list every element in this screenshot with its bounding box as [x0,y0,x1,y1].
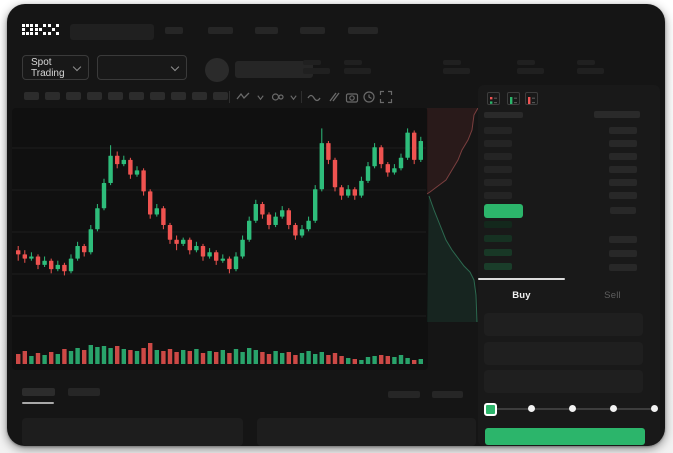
slider-step-dot[interactable] [610,405,617,412]
order-book-row-bar [484,112,523,118]
app-window: Spot Trading [7,4,665,446]
active-tab-underline [22,402,54,404]
search-input[interactable] [70,24,154,40]
market-type-selector[interactable]: Spot Trading [22,55,89,80]
timeframe-button[interactable] [171,92,186,100]
indicators-icon[interactable] [271,90,285,104]
order-book-row-bar[interactable] [609,264,637,271]
book-bids-icon[interactable] [507,92,520,105]
order-book-row-bar[interactable] [609,166,637,173]
coin-avatar [205,58,229,82]
book-combined-icon[interactable] [487,92,500,105]
slider-handle[interactable] [484,403,497,416]
nav-item[interactable] [165,27,183,34]
order-book-row-bar [594,111,640,118]
chevron-down-icon [170,62,180,71]
okx-logo [22,24,59,35]
timeframe-button[interactable] [87,92,102,100]
book-asks-icon[interactable] [525,92,538,105]
chevron-down-icon[interactable] [256,93,265,102]
divider [229,91,230,103]
last-price-placeholder [235,61,313,78]
order-book-row-bar[interactable] [484,263,512,270]
order-book-row-bar[interactable] [484,140,512,147]
bottom-panel [257,418,476,446]
timeframe-button[interactable] [66,92,81,100]
order-book-row-bar[interactable] [484,221,512,228]
tab-buy[interactable]: Buy [512,289,531,301]
bottom-panel [22,418,243,446]
line-tools-icon[interactable] [236,90,250,104]
amount-input[interactable] [484,342,643,365]
bottom-action[interactable] [388,391,420,398]
chevron-down-icon [72,62,82,71]
bottom-tab[interactable] [68,388,100,396]
nav-item[interactable] [300,27,325,34]
timeframe-button[interactable] [45,92,60,100]
order-book-row-bar[interactable] [484,192,512,199]
history-icon[interactable] [362,90,376,104]
timeframe-button[interactable] [150,92,165,100]
order-book-row-bar[interactable] [484,166,512,173]
order-book-row-bar[interactable] [484,127,512,134]
nav-item[interactable] [348,27,378,34]
order-book-row-bar[interactable] [484,204,523,218]
timeframe-button[interactable] [108,92,123,100]
order-book-row-bar[interactable] [609,153,637,160]
pair-selector-dropdown[interactable] [97,55,187,80]
slider-step-dot[interactable] [528,405,535,412]
order-book-row-bar[interactable] [609,140,637,147]
order-book-row-bar[interactable] [610,207,636,214]
timeframe-button[interactable] [129,92,144,100]
timeframe-button[interactable] [192,92,207,100]
order-book-row-bar[interactable] [609,250,637,257]
order-book-row-bar[interactable] [484,179,512,186]
price-input[interactable] [484,313,643,336]
nav-item[interactable] [255,27,278,34]
wave-icon[interactable] [307,90,321,104]
tab-sell[interactable]: Sell [604,289,621,301]
bottom-tab-active[interactable] [22,388,55,396]
chart-panel [12,108,428,370]
order-book-row-bar[interactable] [609,179,637,186]
slider-step-dot[interactable] [651,405,658,412]
bottom-action[interactable] [432,391,463,398]
timeframe-button[interactable] [213,92,228,100]
nav-item[interactable] [208,27,233,34]
market-type-label: Spot Trading [31,56,65,79]
slider-step-dot[interactable] [569,405,576,412]
order-book-row-bar[interactable] [484,249,512,256]
candlestick-chart[interactable] [12,108,428,370]
divider [301,91,302,103]
order-book-row-bar[interactable] [484,153,512,160]
order-book-row-bar[interactable] [609,127,637,134]
order-book-row-bar[interactable] [609,192,637,199]
order-book-row-bar[interactable] [484,235,512,242]
compare-icon[interactable] [327,90,341,104]
camera-icon[interactable] [345,90,359,104]
total-input[interactable] [484,370,643,393]
buy-button[interactable] [485,428,645,445]
order-book-row-bar[interactable] [609,236,637,243]
timeframe-button[interactable] [24,92,39,100]
fullscreen-icon[interactable] [379,90,393,104]
chevron-down-icon[interactable] [289,93,298,102]
depth-chart [427,108,479,322]
buy-tab-indicator [478,278,565,280]
